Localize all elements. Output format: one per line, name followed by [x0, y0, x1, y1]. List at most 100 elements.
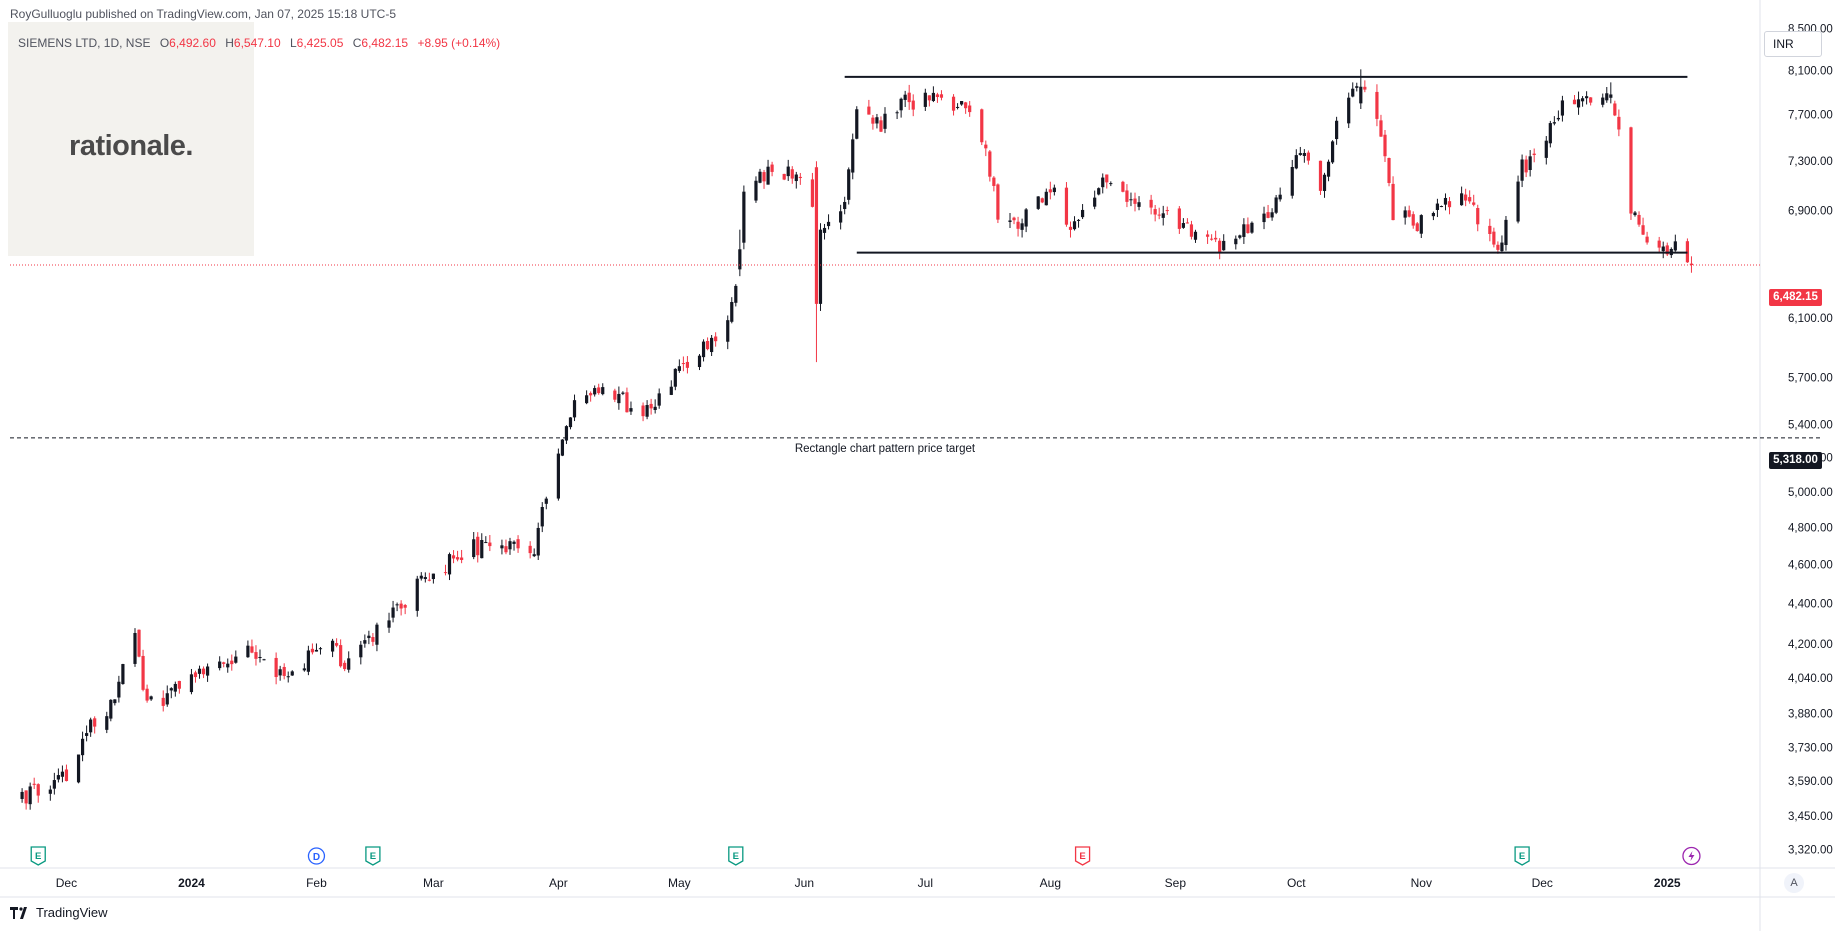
candle-up [226, 663, 230, 668]
candle-up [1024, 209, 1028, 227]
candle-down [1177, 208, 1181, 229]
candle-up [1504, 219, 1508, 246]
candle-up [1181, 223, 1185, 228]
candle-down [1532, 153, 1536, 156]
candle-up [839, 211, 843, 223]
symbol-legend[interactable]: SIEMENS LTD, 1D, NSE O6,492.60 H6,547.10… [18, 36, 506, 50]
candle-up [1278, 194, 1282, 200]
last-price-badge: 6,482.15 [1769, 289, 1822, 306]
candle-down [1379, 120, 1383, 137]
candle-down [1068, 226, 1073, 230]
auto-scale-button[interactable]: A [1784, 873, 1804, 893]
candle-up [653, 406, 657, 410]
candle-up [544, 498, 548, 504]
candle-down [714, 336, 718, 342]
candle-down [762, 172, 766, 182]
candle-up [1673, 241, 1677, 251]
candle-up [673, 368, 677, 387]
tradingview-brand-label: TradingView [36, 905, 108, 920]
candle-down [867, 106, 871, 115]
candle-down [907, 92, 911, 103]
y-tick-label: 4,040.00 [1788, 673, 1833, 685]
candle-down [1133, 198, 1137, 204]
candle-up [1270, 212, 1274, 218]
candle-down [968, 105, 972, 113]
candle-up [1072, 221, 1077, 230]
y-tick-label: 4,800.00 [1788, 522, 1833, 534]
candle-down [250, 646, 254, 653]
candle-down [1064, 187, 1069, 225]
candle-up [258, 657, 262, 659]
candle-up [955, 106, 960, 108]
candle-down [641, 405, 645, 417]
candle-down [1629, 127, 1633, 214]
candle-down [1363, 86, 1367, 90]
candle-down [177, 680, 181, 689]
candle-up [1500, 242, 1504, 252]
candle-down [613, 390, 617, 400]
candle-up [1052, 187, 1056, 193]
earnings-icon-glyph: E [370, 851, 376, 862]
candle-up [246, 645, 250, 658]
candle-up [1097, 188, 1101, 195]
tradingview-brand[interactable]: TradingView [10, 905, 108, 920]
candle-down [1318, 160, 1323, 191]
candle-down [161, 697, 165, 706]
candle-up [1101, 177, 1105, 188]
candle-up [923, 92, 927, 107]
y-tick-label: 5,000.00 [1788, 487, 1833, 499]
candle-down [1165, 210, 1169, 212]
candle-down [137, 629, 141, 657]
candle-up [657, 393, 661, 406]
candle-up [89, 719, 93, 733]
candle-up [1431, 212, 1435, 217]
candle-down [980, 109, 984, 143]
candle-down [1496, 244, 1500, 250]
candle-down [488, 542, 492, 547]
candle-up [629, 408, 633, 412]
candle-up [593, 388, 597, 395]
candle-down [879, 120, 883, 132]
candle-up [1080, 209, 1085, 218]
candle-up [415, 578, 419, 611]
candle-down [230, 660, 234, 665]
candle-down [1657, 240, 1661, 248]
logo-watermark-box: rationale. [8, 22, 254, 256]
candle-up [302, 668, 306, 671]
candle-down [516, 539, 520, 549]
candle-up [387, 620, 391, 628]
symbol-name[interactable]: SIEMENS LTD, 1D, NSE [18, 36, 151, 50]
candle-up [1129, 199, 1133, 201]
candle-up [540, 507, 544, 527]
x-tick-label: Mar [423, 876, 444, 890]
candle-down [939, 94, 944, 98]
candle-up [359, 644, 363, 658]
candle-up [105, 716, 109, 730]
candle-up [532, 554, 536, 557]
ohlc-low: L6,425.05 [289, 36, 344, 50]
candle-down [1185, 222, 1190, 224]
candle-down [1589, 97, 1593, 103]
candle-up [960, 101, 964, 105]
candle-down [460, 557, 464, 560]
x-tick-label: May [668, 876, 691, 890]
candle-down [798, 176, 802, 179]
candle-up [1294, 155, 1298, 169]
candle-down [685, 361, 690, 368]
candle-up [1322, 174, 1327, 191]
candle-up [48, 789, 52, 794]
candle-up [1109, 183, 1113, 185]
currency-selector[interactable]: INR [1764, 31, 1822, 57]
dividend-icon [307, 847, 326, 865]
ohlc-high: H6,547.10 [225, 36, 281, 50]
candle-up [480, 540, 484, 559]
candle-up [1351, 88, 1355, 97]
candle-up [568, 417, 573, 428]
candles-group [20, 69, 1694, 810]
candle-down [1387, 158, 1391, 183]
target-price-badge: 5,318.00 [1769, 452, 1822, 469]
candle-down [1665, 245, 1669, 255]
candle-up [286, 676, 290, 678]
